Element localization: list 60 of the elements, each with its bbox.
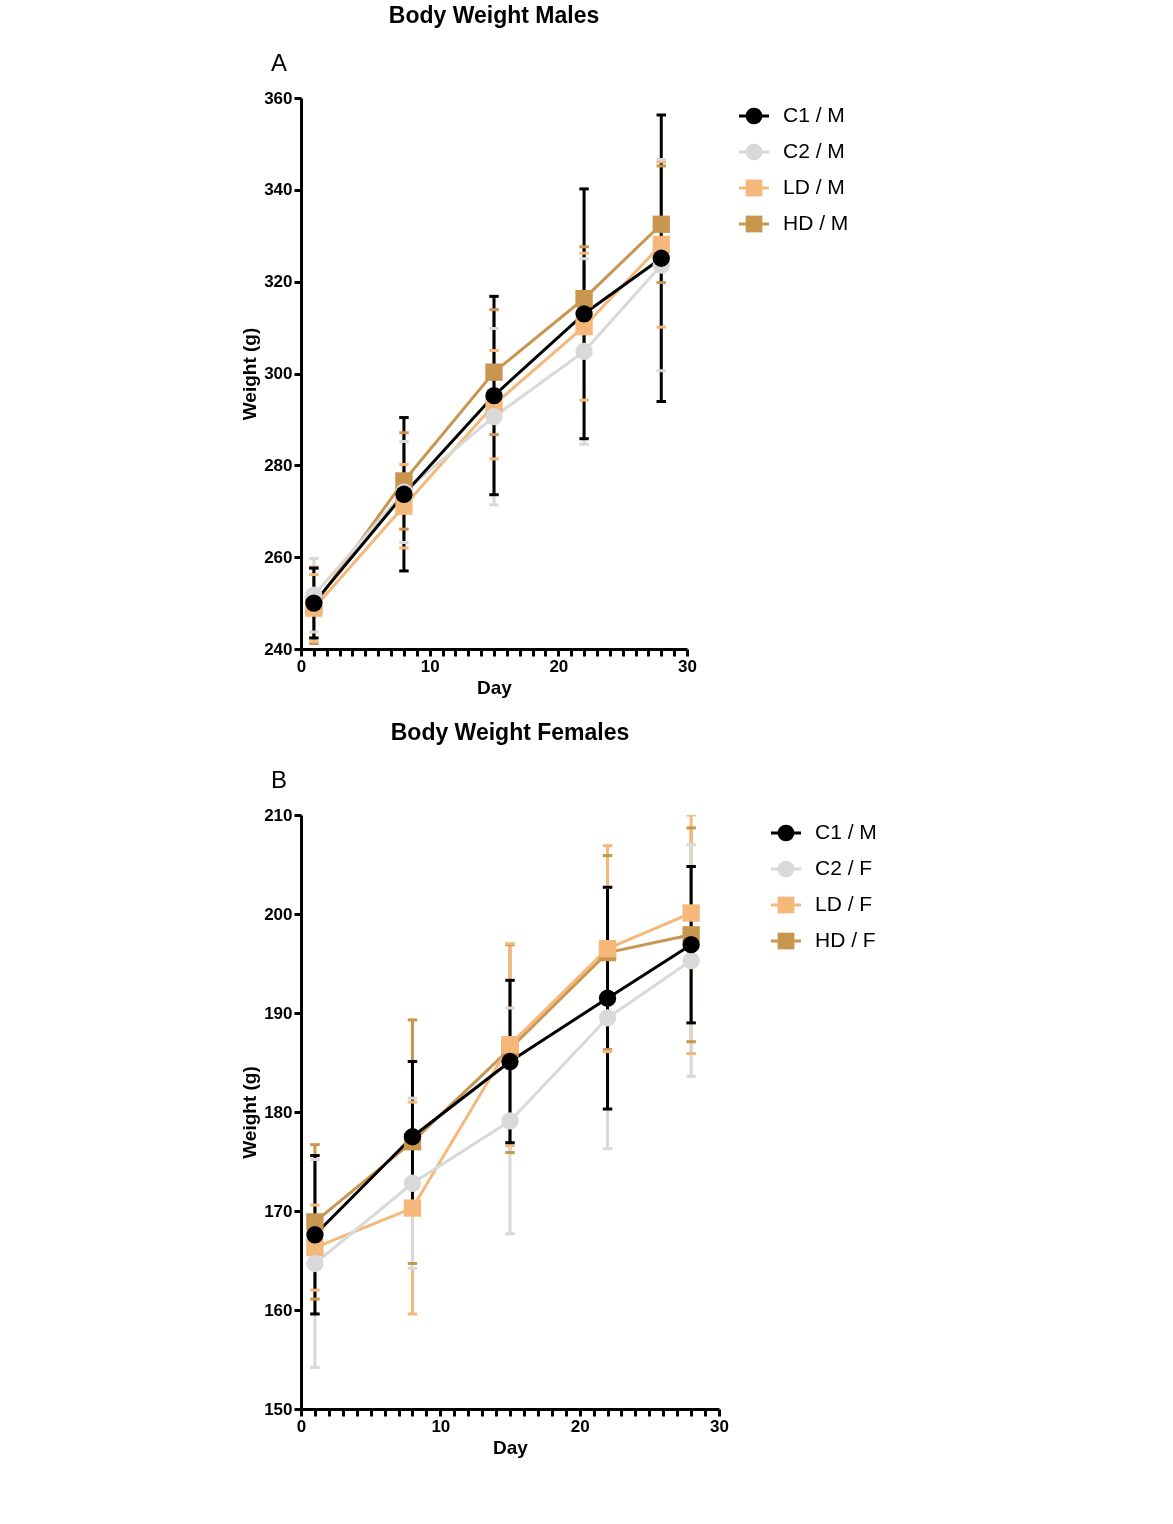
legend-label: LD / F bbox=[815, 892, 873, 915]
point bbox=[682, 936, 700, 954]
x-tick-label: 0 bbox=[296, 656, 307, 676]
y-tick-label: 170 bbox=[264, 1201, 293, 1221]
y-tick-label: 320 bbox=[264, 272, 293, 292]
y-tick-label: 160 bbox=[264, 1300, 293, 1320]
y-tick-label: 190 bbox=[264, 1003, 293, 1023]
text: B bbox=[271, 766, 288, 793]
y-tick-label: 340 bbox=[264, 180, 293, 200]
x-axis-title: Day bbox=[477, 676, 513, 698]
point bbox=[403, 1199, 422, 1217]
chart-title: Body Weight Males bbox=[388, 2, 600, 28]
y-tick-label: 300 bbox=[264, 364, 293, 383]
y-tick-label: 240 bbox=[264, 639, 293, 659]
legend-label: C2 / F bbox=[815, 856, 873, 879]
text: A bbox=[271, 49, 288, 76]
legend-label: HD / F bbox=[815, 928, 876, 951]
legend-label: HD / M bbox=[783, 211, 849, 234]
point bbox=[652, 249, 670, 267]
x-tick-label: 30 bbox=[710, 1416, 729, 1436]
point bbox=[598, 989, 617, 1007]
point bbox=[501, 1112, 519, 1130]
y-tick-label: 180 bbox=[264, 1102, 293, 1122]
x-tick-label: 10 bbox=[420, 656, 440, 676]
x-tick-label: 0 bbox=[296, 1416, 307, 1436]
x-tick-label: 20 bbox=[549, 656, 569, 676]
point bbox=[575, 290, 593, 308]
point bbox=[652, 215, 670, 233]
point bbox=[485, 386, 503, 405]
y-axis-title: Weight (g) bbox=[239, 327, 261, 421]
x-tick-label: 10 bbox=[431, 1416, 451, 1436]
legend-label: C1 / M bbox=[783, 103, 845, 126]
point bbox=[598, 939, 617, 958]
point bbox=[501, 1036, 519, 1054]
point bbox=[682, 904, 700, 922]
legend-label: C2 / M bbox=[783, 139, 845, 162]
x-tick-label: 30 bbox=[678, 656, 697, 676]
legend-label: LD / M bbox=[783, 175, 845, 198]
y-tick-label: 360 bbox=[264, 88, 293, 108]
y-tick-label: 210 bbox=[264, 805, 293, 825]
point bbox=[575, 342, 593, 361]
point bbox=[598, 1009, 617, 1027]
point bbox=[403, 1174, 422, 1192]
y-tick-label: 260 bbox=[264, 547, 293, 567]
point bbox=[501, 1052, 519, 1071]
point bbox=[306, 1226, 324, 1244]
y-axis-title: Weight (g) bbox=[239, 1066, 261, 1159]
point bbox=[306, 1254, 324, 1273]
point bbox=[403, 1128, 422, 1146]
point bbox=[485, 408, 503, 426]
y-tick-label: 200 bbox=[264, 904, 293, 924]
y-tick-label: 280 bbox=[264, 455, 293, 475]
point bbox=[485, 363, 503, 381]
x-tick-label: 20 bbox=[570, 1416, 590, 1436]
x-axis-title: Day bbox=[493, 1436, 529, 1458]
point bbox=[682, 951, 700, 970]
chart-title: Body Weight Females bbox=[390, 719, 630, 745]
point bbox=[575, 305, 593, 323]
legend-label: C1 / M bbox=[815, 820, 877, 843]
y-tick-label: 150 bbox=[264, 1399, 293, 1419]
